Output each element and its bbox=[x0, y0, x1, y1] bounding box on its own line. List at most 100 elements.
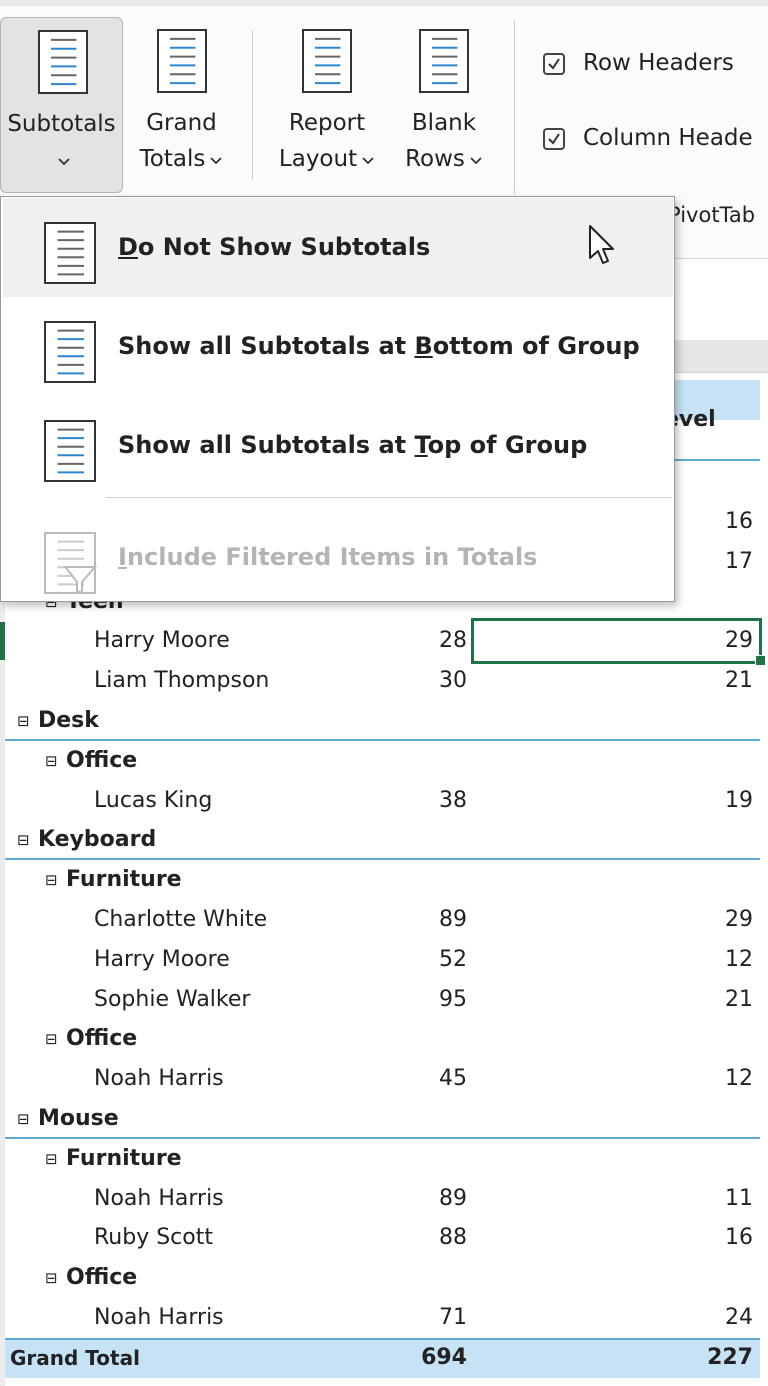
row-gutter bbox=[0, 258, 5, 1386]
row-label: Liam Thompson bbox=[94, 668, 270, 694]
menu-item[interactable]: Do Not Show Subtotals bbox=[3, 198, 673, 297]
value-cell: 24 bbox=[725, 1305, 753, 1330]
access-key: I bbox=[118, 543, 127, 571]
grand-total-row bbox=[5, 1337, 760, 1378]
button-label-line: Layout bbox=[262, 141, 392, 177]
value-cell: 21 bbox=[725, 986, 753, 1012]
chevron bbox=[470, 157, 482, 165]
row-label: Furniture bbox=[66, 1145, 182, 1171]
mouse-cursor bbox=[589, 225, 614, 264]
collapse-button[interactable]: ⊟ bbox=[17, 831, 30, 850]
button-label: Grand Totals bbox=[134, 105, 229, 177]
row-label: Office bbox=[66, 747, 138, 773]
button-label-line: Subtotals bbox=[7, 111, 116, 137]
value-cell: 45 bbox=[439, 1066, 467, 1092]
value-cell: 12 bbox=[725, 946, 753, 972]
collapse-button[interactable]: ⊟ bbox=[45, 1149, 58, 1168]
row-label: Office bbox=[66, 1026, 138, 1052]
chevron-row bbox=[1, 142, 122, 178]
ribbon-button[interactable]: Report Layout bbox=[262, 17, 392, 193]
row-label: Lucas King bbox=[94, 787, 213, 813]
collapse-button[interactable]: ⊟ bbox=[17, 1110, 30, 1128]
access-key: T bbox=[414, 431, 428, 459]
value-cell: 227 bbox=[707, 1344, 753, 1370]
ribbon-button[interactable]: Subtotals bbox=[0, 17, 123, 193]
label-part: Show all Subtotals at bbox=[118, 431, 415, 459]
value-cell: 12 bbox=[725, 1066, 753, 1092]
row-label: Noah Harris bbox=[94, 1305, 224, 1330]
button-label: Subtotals bbox=[1, 106, 122, 178]
ribbon-button[interactable]: Blank Rows bbox=[395, 17, 493, 193]
row-label: Desk bbox=[38, 708, 99, 733]
row-label: Sophie Walker bbox=[94, 986, 251, 1012]
menu-item: Include Filtered Items in Totals bbox=[3, 508, 673, 607]
checkbox-label[interactable]: Column Heade bbox=[583, 125, 753, 151]
chevron bbox=[57, 158, 70, 166]
separator bbox=[514, 20, 515, 195]
value-cell: 19 bbox=[725, 787, 753, 813]
value-cell: 694 bbox=[421, 1344, 467, 1370]
button-label-line: Grand bbox=[146, 110, 217, 136]
button-label-line: Blank bbox=[411, 110, 477, 136]
button-label-line: Totals bbox=[134, 141, 229, 177]
row-label: Furniture bbox=[66, 867, 182, 893]
icon bbox=[302, 29, 352, 93]
value-cell: 28 bbox=[439, 628, 467, 654]
chevron bbox=[210, 157, 222, 165]
label-part: ottom of Group bbox=[432, 332, 640, 360]
value-cell: 89 bbox=[439, 907, 467, 932]
ribbon-button[interactable]: Grand Totals bbox=[134, 17, 229, 193]
title-strip bbox=[0, 0, 768, 6]
icon bbox=[44, 321, 96, 383]
row-label: Keyboard bbox=[38, 827, 157, 853]
checkbox[interactable] bbox=[543, 128, 565, 150]
row-label: Mouse bbox=[38, 1106, 119, 1131]
row-label: Ruby Scott bbox=[94, 1225, 213, 1251]
collapse-button[interactable]: ⊟ bbox=[45, 871, 58, 890]
value-cell: 52 bbox=[439, 946, 467, 972]
value-cell: 38 bbox=[439, 787, 467, 813]
value-cell: 89 bbox=[439, 1185, 467, 1211]
active-row-marker bbox=[0, 622, 5, 660]
value-cell: 21 bbox=[725, 668, 753, 694]
button-label: Report Layout bbox=[262, 105, 392, 177]
subtotals-menu: Do Not Show Subtotals Show all Subtotals … bbox=[0, 196, 675, 602]
row-label: Harry Moore bbox=[94, 628, 230, 654]
value-cell: 17 bbox=[725, 548, 753, 574]
collapse-button[interactable]: ⊟ bbox=[17, 712, 30, 730]
icon bbox=[44, 420, 96, 482]
row-label: Charlotte White bbox=[94, 907, 268, 932]
row-label: Noah Harris bbox=[94, 1185, 224, 1211]
menu-item-label: Include Filtered Items in Totals bbox=[118, 508, 537, 607]
button-label-line: Report bbox=[288, 110, 366, 136]
collapse-button[interactable]: ⊟ bbox=[45, 1269, 58, 1288]
fill-handle[interactable] bbox=[755, 655, 766, 666]
selected-cell[interactable] bbox=[471, 618, 762, 664]
row-label: Noah Harris bbox=[94, 1066, 224, 1092]
label-part: nclude Filtered Items in Totals bbox=[126, 543, 538, 571]
checkbox-label[interactable]: Row Headers bbox=[583, 50, 734, 76]
button-label: Blank Rows bbox=[395, 105, 493, 177]
row-label: Office bbox=[66, 1265, 138, 1291]
menu-item[interactable]: Show all Subtotals at Top of Group bbox=[3, 396, 673, 495]
row-label: Harry Moore bbox=[94, 946, 230, 972]
value-cell: 88 bbox=[439, 1225, 467, 1251]
chevron bbox=[362, 157, 374, 165]
icon bbox=[419, 29, 469, 93]
value-cell: 29 bbox=[725, 628, 753, 654]
menu-item-label: Do Not Show Subtotals bbox=[118, 198, 430, 297]
collapse-button[interactable]: ⊟ bbox=[45, 751, 58, 770]
value-cell: 95 bbox=[439, 986, 467, 1012]
group-line bbox=[5, 1137, 760, 1139]
checkbox[interactable] bbox=[543, 53, 565, 75]
icon bbox=[37, 30, 88, 94]
collapse-button[interactable]: ⊟ bbox=[45, 1030, 58, 1049]
menu-item[interactable]: Show all Subtotals at Bottom of Group bbox=[3, 297, 673, 396]
access-key: B bbox=[414, 332, 433, 360]
row-label: Grand Total bbox=[10, 1345, 140, 1370]
menu-item-label: Show all Subtotals at Bottom of Group bbox=[118, 297, 640, 396]
access-key: D bbox=[118, 233, 138, 261]
menu-item-label: Show all Subtotals at Top of Group bbox=[118, 396, 587, 495]
